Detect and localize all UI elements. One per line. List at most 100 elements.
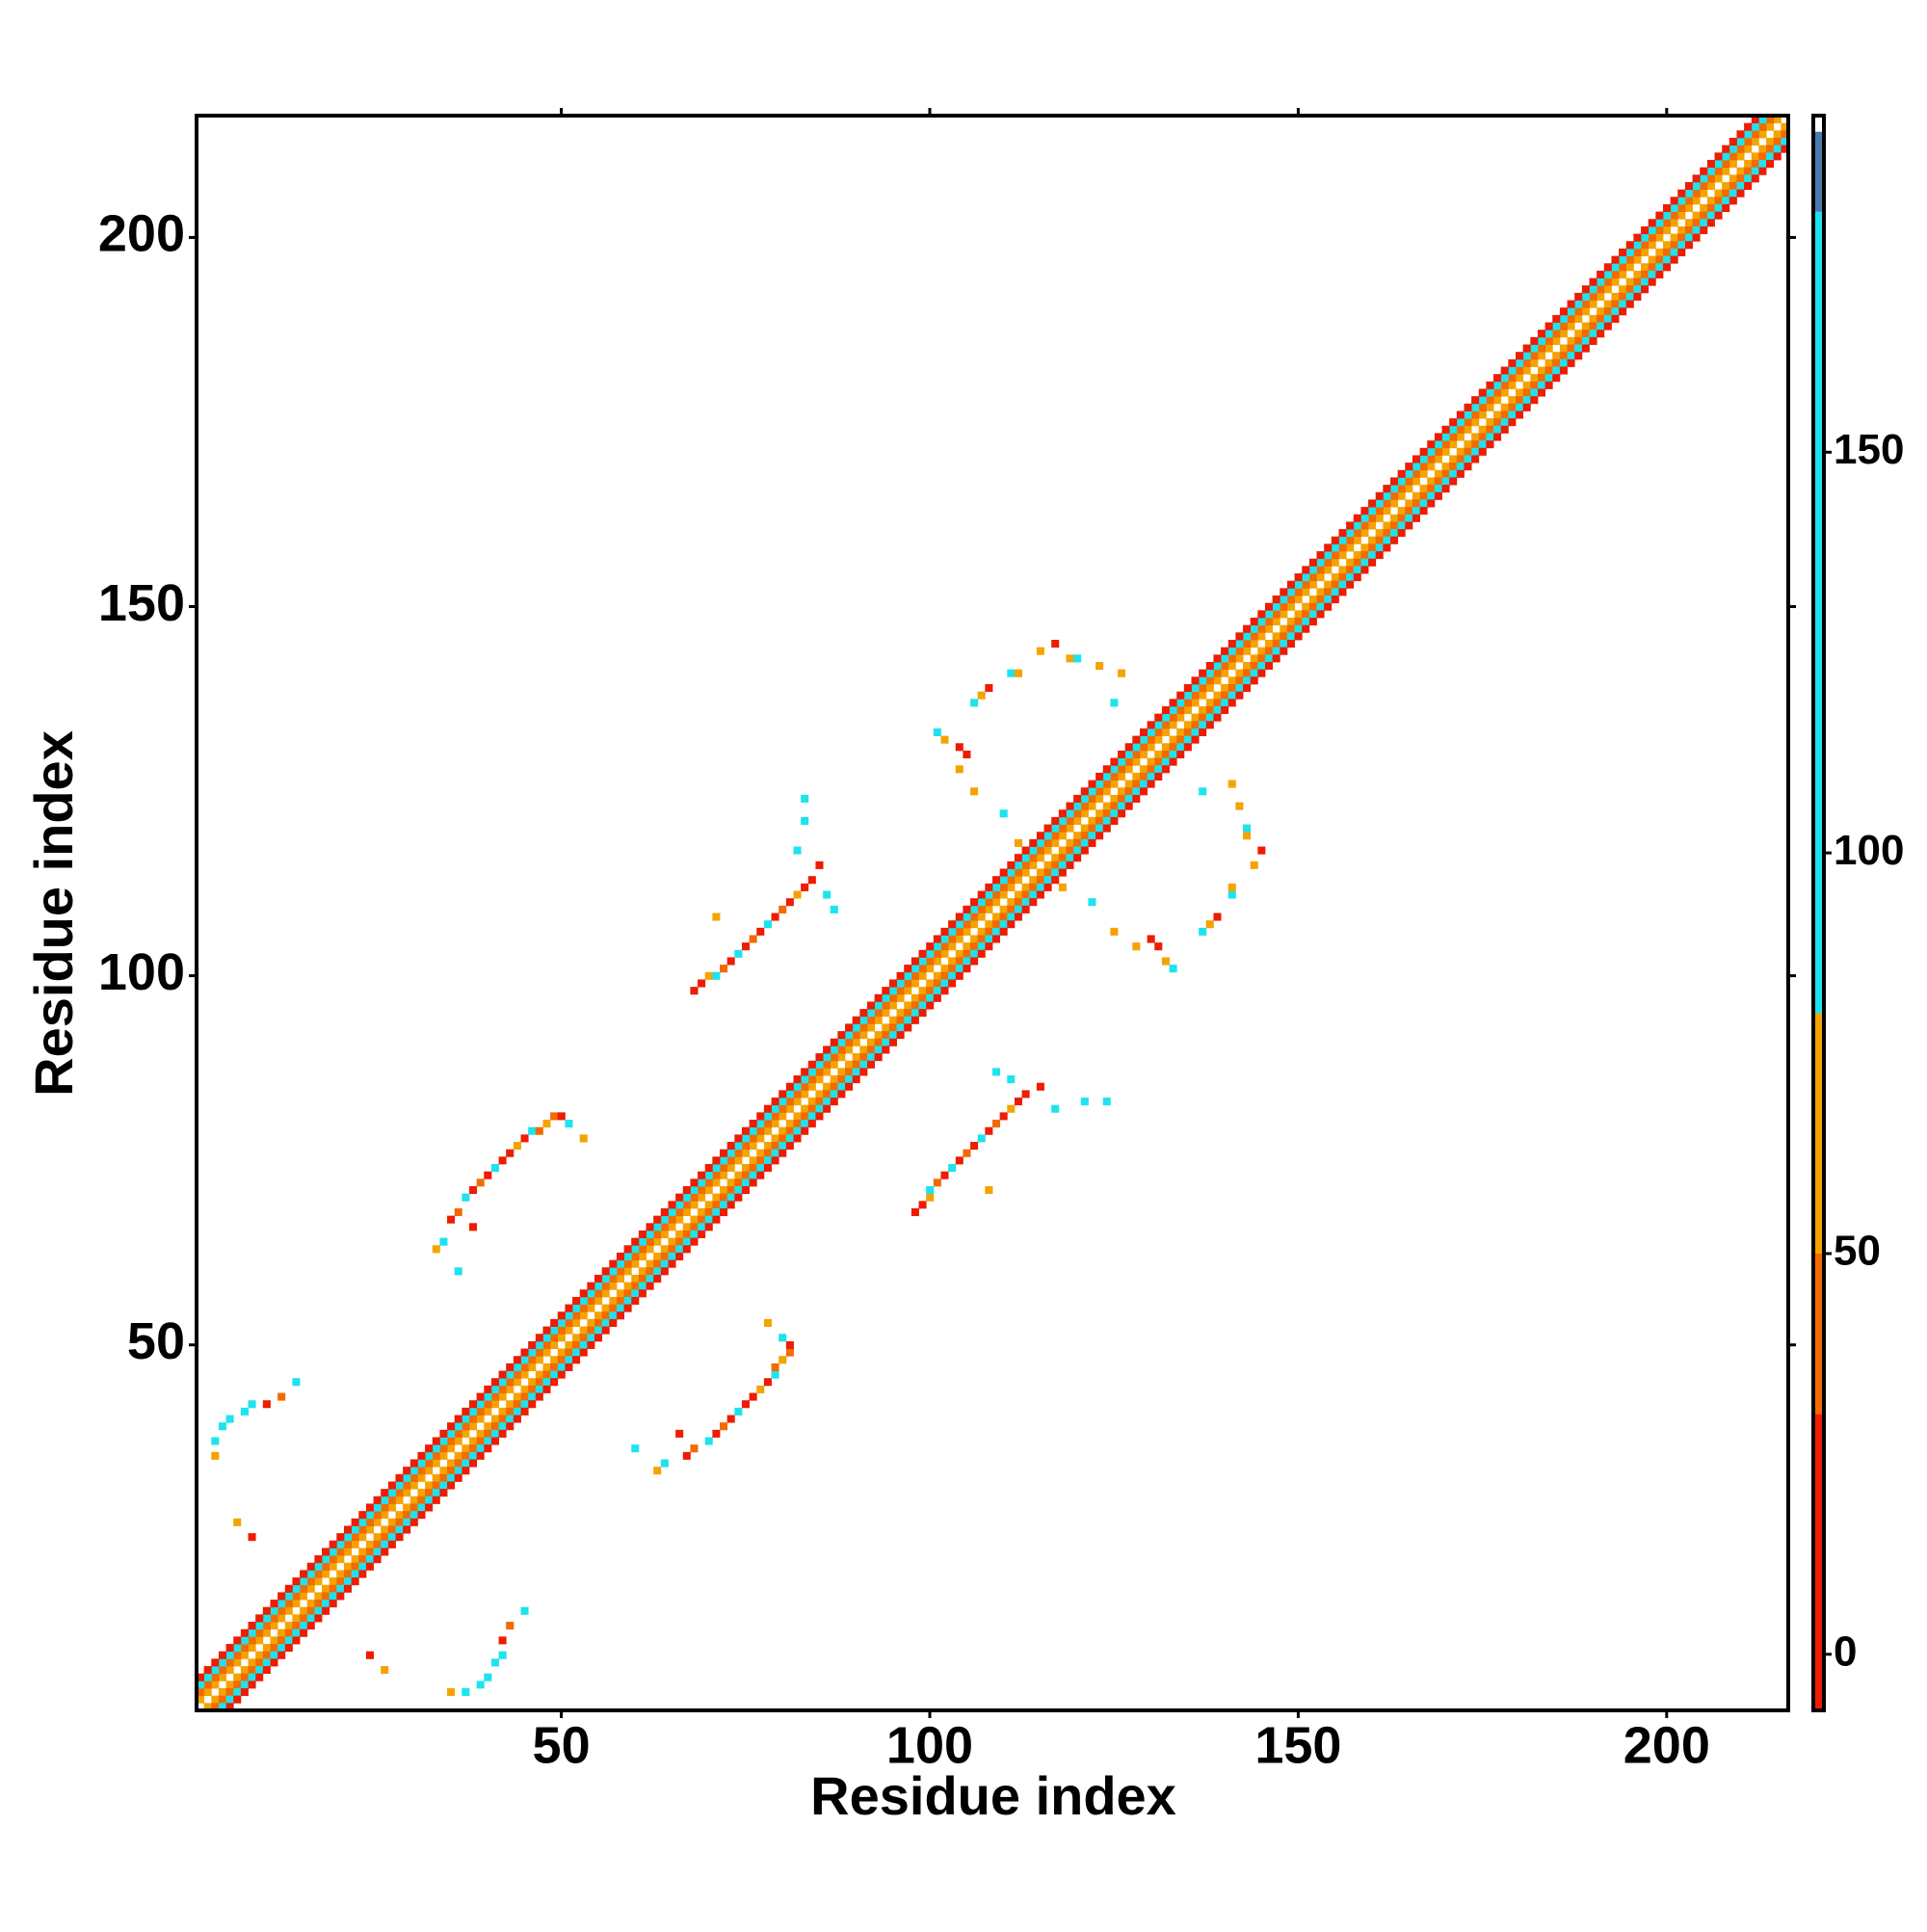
heatmap-cell	[1346, 521, 1355, 530]
heatmap-cell	[262, 1628, 271, 1637]
heatmap-cell	[623, 1252, 632, 1261]
heatmap-cell	[1559, 322, 1568, 331]
heatmap-cell	[1235, 691, 1244, 700]
heatmap-cell	[439, 1467, 448, 1475]
heatmap-cell	[1744, 181, 1753, 191]
heatmap-cell	[1441, 477, 1450, 486]
heatmap-cell	[940, 949, 949, 958]
heatmap-cell	[343, 1584, 353, 1593]
heatmap-cell	[587, 1326, 595, 1335]
heatmap-cell	[203, 1703, 212, 1711]
heatmap-cell	[255, 1673, 264, 1681]
heatmap-cell	[225, 1673, 234, 1681]
heatmap-cell	[992, 898, 1001, 907]
heatmap-cell	[866, 1031, 876, 1040]
heatmap-cell	[926, 979, 935, 988]
heatmap-cell	[1154, 765, 1163, 774]
heatmap-cell	[845, 1075, 854, 1084]
heatmap-cell	[476, 1400, 485, 1409]
heatmap-cell	[1516, 388, 1524, 397]
heatmap-cell	[1110, 699, 1119, 707]
heatmap-cell	[1161, 743, 1170, 752]
heatmap-cell	[1758, 167, 1767, 175]
heatmap-cell	[1243, 824, 1252, 833]
heatmap-cell	[484, 1171, 492, 1179]
heatmap-cell	[1522, 381, 1531, 389]
heatmap-cell	[682, 1185, 691, 1195]
heatmap-cell	[1722, 197, 1730, 205]
heatmap-cell	[306, 1562, 315, 1571]
heatmap-cell	[896, 993, 905, 1002]
heatmap-cell	[1729, 137, 1737, 146]
heatmap-cell	[1641, 270, 1650, 278]
heatmap-cell	[1758, 116, 1767, 124]
heatmap-cell	[1007, 1075, 1016, 1084]
heatmap-cell	[749, 1134, 757, 1143]
heatmap-cell	[918, 993, 927, 1002]
heatmap-cell	[432, 1444, 440, 1453]
heatmap-cell	[1493, 388, 1502, 397]
heatmap-cell	[1412, 507, 1420, 516]
heatmap-cell	[1633, 278, 1642, 286]
heatmap-cell	[1205, 721, 1214, 729]
heatmap-cell	[432, 1495, 440, 1504]
heatmap-cell	[749, 1142, 757, 1151]
heatmap-cell	[749, 1171, 757, 1179]
heatmap-cell	[1183, 691, 1192, 700]
heatmap-cell	[432, 1481, 440, 1490]
heatmap-cell	[1368, 529, 1377, 538]
heatmap-cell	[218, 1673, 226, 1681]
heatmap-cell	[793, 1112, 802, 1121]
heatmap-cell	[1441, 447, 1450, 456]
heatmap-cell	[741, 1178, 751, 1187]
heatmap-cell	[454, 1207, 462, 1217]
heatmap-cell	[1346, 573, 1355, 582]
heatmap-cell	[425, 1451, 434, 1460]
heatmap-cell	[579, 1334, 588, 1342]
heatmap-cell	[933, 987, 941, 995]
heatmap-cell	[1449, 477, 1458, 486]
heatmap-cell	[1110, 816, 1119, 825]
heatmap-cell	[1316, 588, 1325, 596]
heatmap-cell	[343, 1548, 353, 1556]
heatmap-cell	[1722, 203, 1730, 213]
heatmap-cell	[1397, 499, 1406, 508]
heatmap-cell	[1537, 366, 1546, 375]
heatmap-cell	[1619, 263, 1627, 272]
heatmap-cell	[1427, 447, 1436, 456]
heatmap-cell	[734, 1156, 743, 1165]
heatmap-cell	[1464, 410, 1472, 419]
heatmap-cell	[1736, 152, 1745, 161]
heatmap-cell	[859, 1053, 868, 1062]
heatmap-cell	[1662, 219, 1672, 227]
heatmap-cell	[609, 1304, 618, 1312]
heatmap-cell	[1286, 602, 1295, 611]
heatmap-cell	[211, 1695, 220, 1704]
heatmap-cell	[395, 1511, 404, 1520]
heatmap-cell	[1574, 314, 1583, 323]
heatmap-cell	[1029, 854, 1038, 862]
heatmap-cell	[1736, 137, 1745, 146]
heatmap-cell	[1684, 197, 1693, 205]
heatmap-cell	[1537, 336, 1546, 345]
heatmap-cell	[1338, 536, 1347, 544]
heatmap-cell	[874, 1001, 883, 1010]
heatmap-cell	[1684, 211, 1693, 220]
heatmap-cell	[1722, 167, 1730, 175]
heatmap-cell	[1294, 580, 1303, 589]
heatmap-cell	[1662, 241, 1672, 250]
heatmap-cell	[292, 1628, 301, 1637]
heatmap-cell	[225, 1644, 234, 1653]
heatmap-cell	[682, 1193, 691, 1202]
heatmap-cell	[1250, 647, 1258, 655]
heatmap-cell	[631, 1296, 640, 1305]
heatmap-cell	[926, 987, 935, 995]
heatmap-cell	[498, 1156, 507, 1165]
y-tick-label: 50	[127, 1312, 185, 1370]
heatmap-cell	[248, 1681, 256, 1689]
heatmap-cell	[1729, 159, 1737, 169]
heatmap-cell	[1324, 543, 1333, 552]
heatmap-cell	[1390, 536, 1399, 544]
heatmap-cell	[1449, 455, 1458, 463]
heatmap-cell	[1360, 514, 1369, 522]
